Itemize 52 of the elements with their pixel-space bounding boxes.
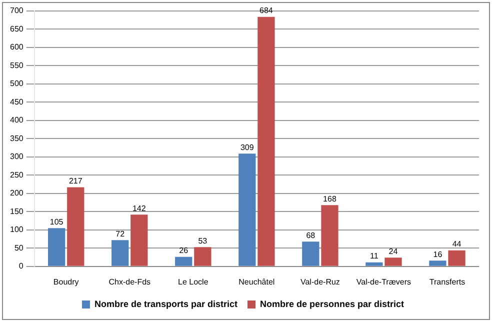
- y-tick-label: 600: [10, 42, 24, 52]
- y-tick-label: 500: [10, 79, 24, 88]
- y-tick-label: 350: [10, 134, 24, 143]
- bar: [302, 242, 320, 266]
- y-tick-label: 550: [10, 60, 24, 70]
- data-label: 11: [370, 252, 379, 261]
- bar: [384, 258, 402, 266]
- bar: [429, 260, 446, 266]
- x-tick-label: Boudry: [53, 277, 79, 286]
- data-label: 16: [433, 250, 443, 259]
- x-tick-label: Transferts: [429, 277, 466, 286]
- y-tick-label: 150: [10, 206, 24, 216]
- x-tick-label: Neuchâtel: [238, 277, 275, 286]
- legend-label: Nombre de personnes par district: [260, 298, 404, 309]
- y-tick-label: 700: [10, 6, 24, 16]
- x-tick-label: Val-de-Ruz: [300, 277, 340, 286]
- bar: [130, 214, 148, 266]
- y-tick-label: 0: [18, 262, 24, 271]
- data-label: 26: [179, 246, 189, 256]
- bar: [48, 228, 66, 266]
- y-tick-label: 650: [10, 24, 24, 34]
- x-tick-label: Le Locle: [178, 277, 209, 286]
- data-label: 68: [306, 230, 316, 240]
- data-label: 217: [68, 176, 83, 186]
- y-tick-label: 450: [10, 97, 24, 106]
- bar: [321, 205, 338, 266]
- x-tick-label: Chx-de-Fds: [108, 277, 151, 286]
- data-label: 684: [260, 6, 274, 16]
- bar: [258, 16, 275, 266]
- bar: [194, 247, 212, 266]
- legend-label: Nombre de transports par district: [94, 298, 238, 309]
- data-label: 72: [116, 229, 126, 238]
- bar: [67, 187, 84, 266]
- y-tick-label: 100: [10, 225, 24, 234]
- data-label: 53: [198, 236, 208, 246]
- y-tick-label: 200: [10, 188, 24, 198]
- x-tick-label: Val-de-Trævers: [356, 277, 412, 286]
- data-label: 44: [452, 240, 462, 249]
- bar: [175, 256, 192, 266]
- bar: [112, 240, 129, 266]
- bar: [238, 154, 256, 266]
- y-tick-label: 250: [10, 170, 24, 180]
- data-label: 105: [50, 217, 64, 226]
- y-tick-label: 400: [10, 116, 24, 125]
- y-tick-label: 50: [14, 243, 24, 252]
- data-label: 24: [388, 246, 398, 256]
- data-label: 142: [132, 204, 146, 213]
- bar: [448, 250, 466, 266]
- data-label: 309: [240, 142, 254, 152]
- data-label: 168: [323, 194, 337, 204]
- y-tick-label: 300: [10, 152, 24, 162]
- bar: [366, 262, 383, 266]
